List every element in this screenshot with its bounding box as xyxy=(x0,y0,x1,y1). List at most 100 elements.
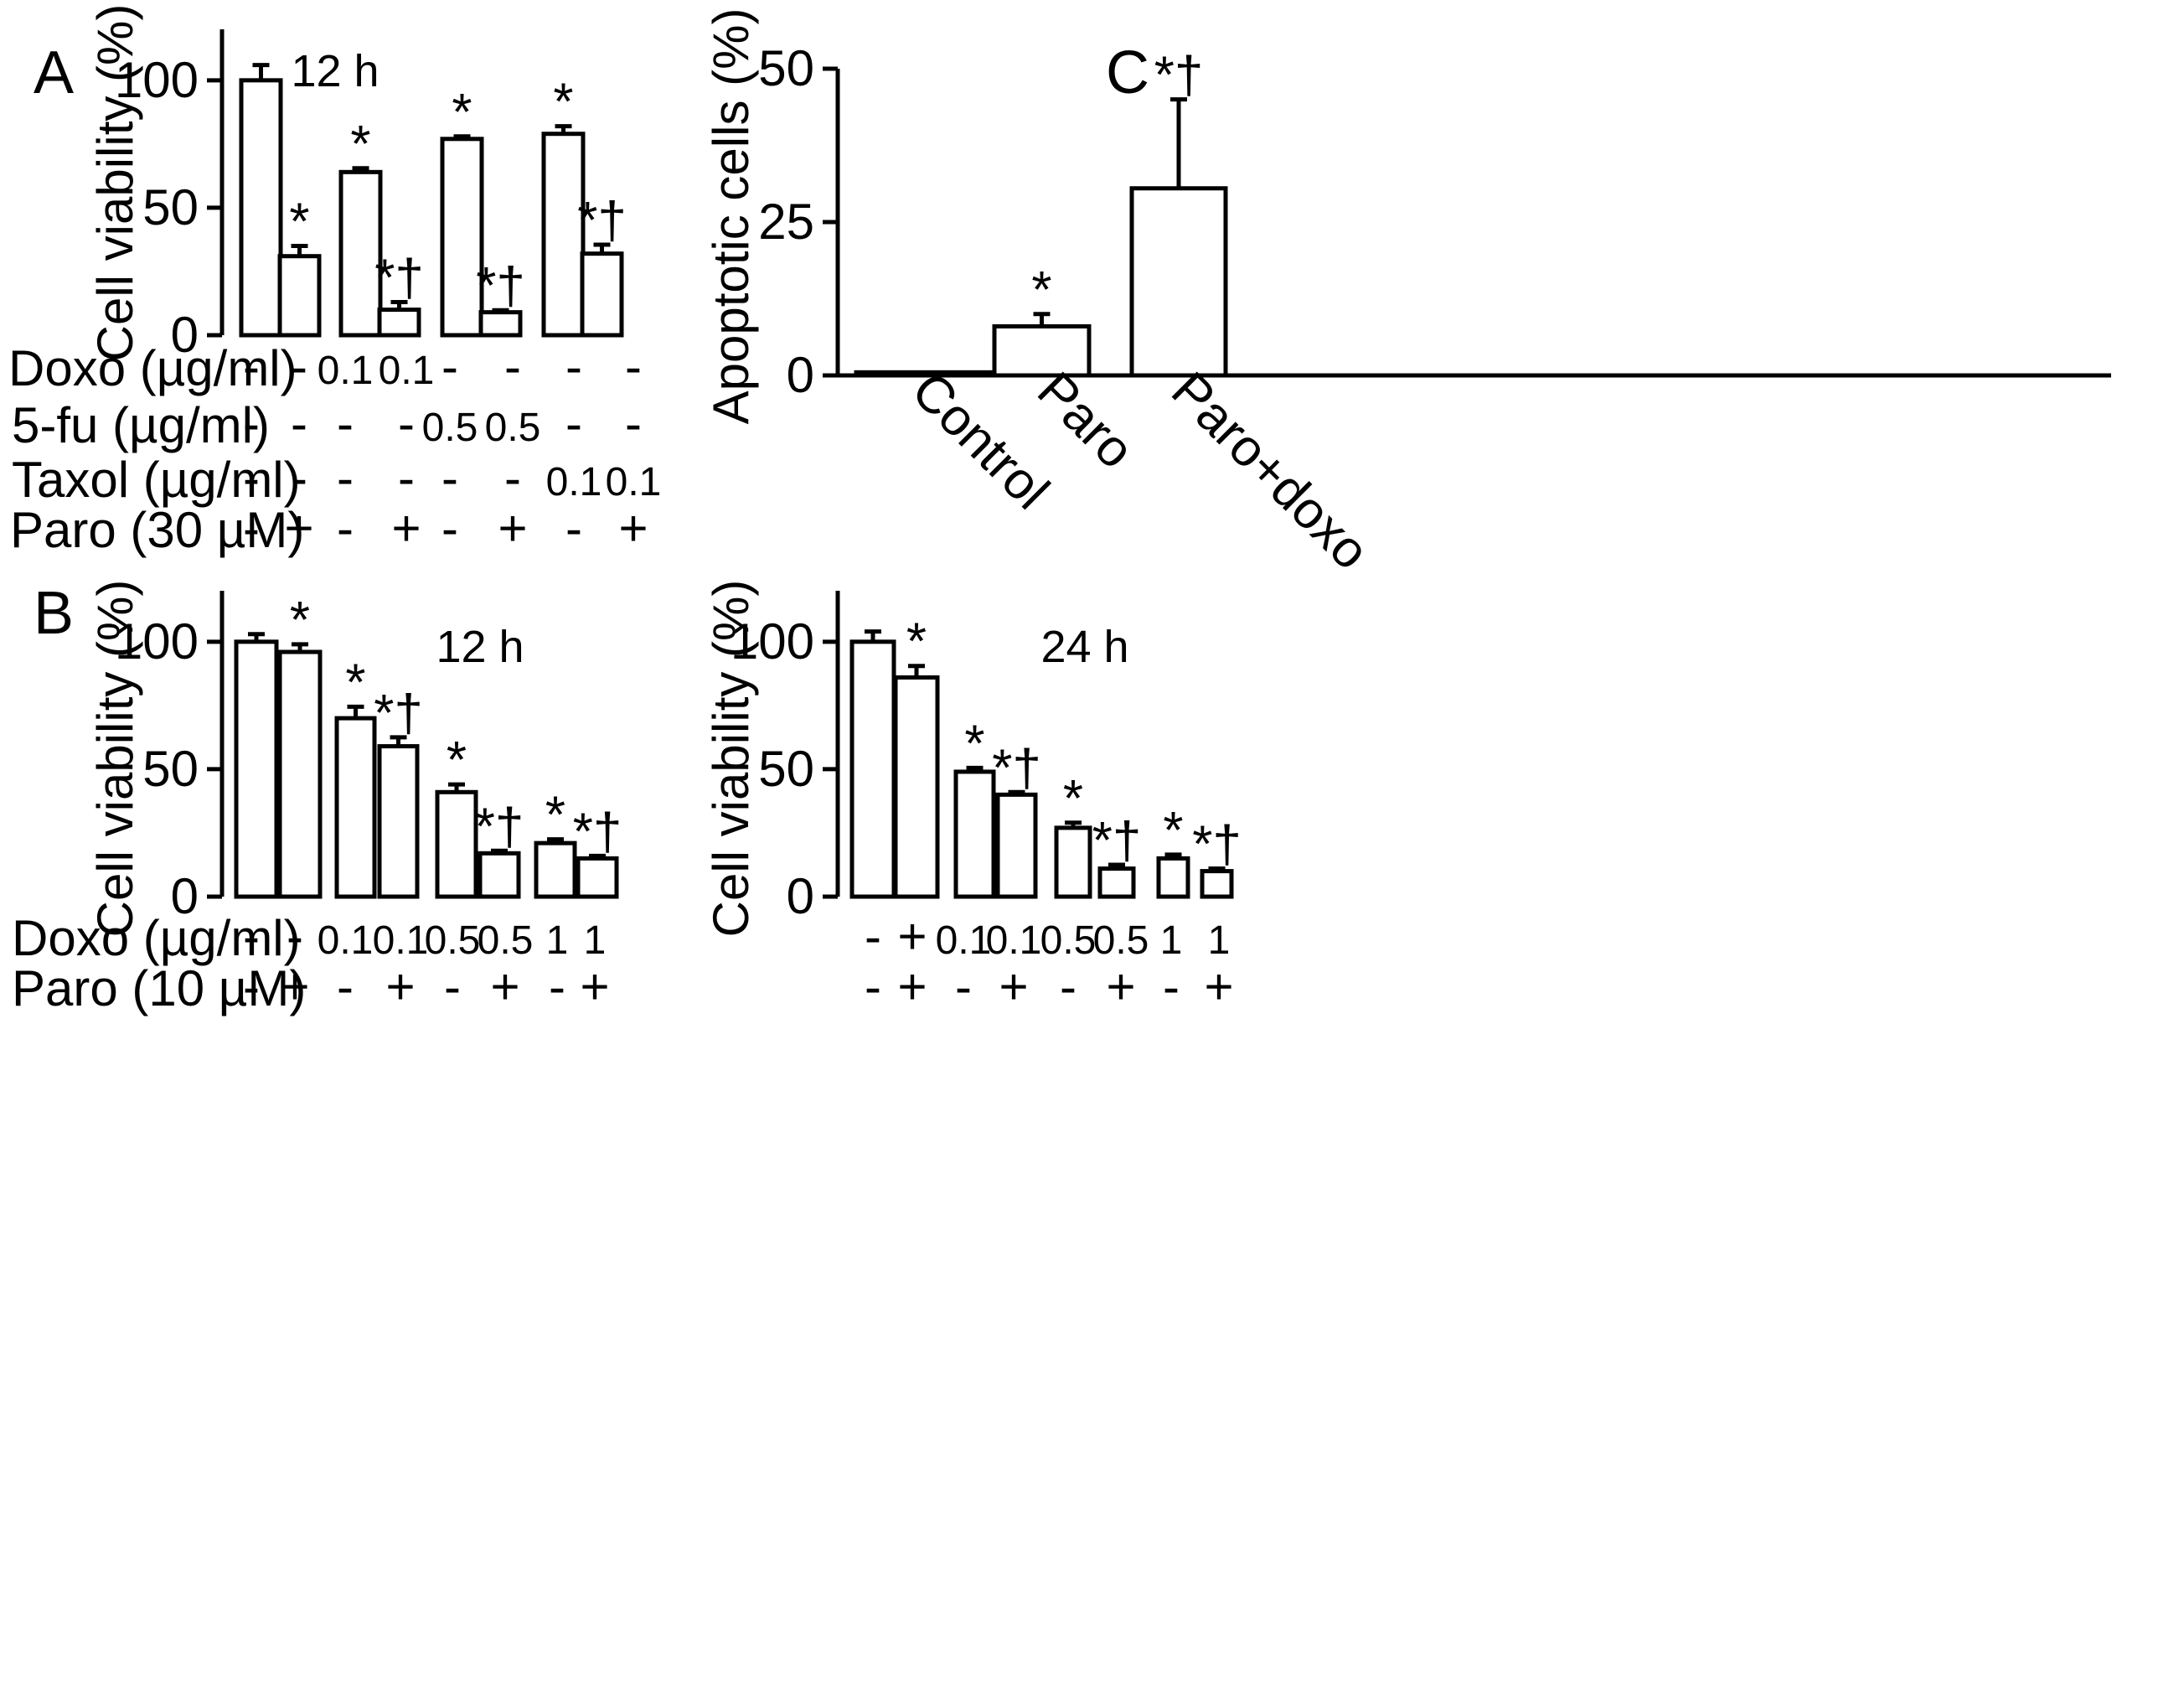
condition-value: - xyxy=(565,500,582,556)
condition-value: 0.1 xyxy=(318,918,374,963)
condition-value: - xyxy=(337,450,354,506)
condition-value: 0.5 xyxy=(485,406,541,450)
significance-marker: * xyxy=(447,732,467,789)
time-label: 24 h xyxy=(1040,622,1128,672)
condition-value: 1 xyxy=(584,918,607,963)
condition-value: - xyxy=(1163,959,1180,1015)
condition-value: - xyxy=(549,959,565,1015)
condition-row-label: Taxol (µg/ml) xyxy=(12,452,301,508)
y-tick-label: 50 xyxy=(142,741,199,797)
condition-value: 0.5 xyxy=(1093,918,1149,963)
bar xyxy=(277,254,322,338)
significance-marker: * xyxy=(906,613,927,671)
condition-value: - xyxy=(1060,959,1077,1015)
condition-value: - xyxy=(444,959,461,1015)
condition-value: - xyxy=(398,396,415,452)
panel-label: C xyxy=(1106,39,1149,106)
significance-marker: * xyxy=(1063,770,1083,828)
condition-value: - xyxy=(504,339,521,395)
significance-marker: *† xyxy=(476,257,525,315)
significance-marker: * xyxy=(290,592,310,649)
condition-value: 1 xyxy=(1160,918,1183,963)
significance-marker: *† xyxy=(1192,816,1242,874)
condition-value: 0.5 xyxy=(422,406,478,450)
condition-value: + xyxy=(284,500,313,556)
condition-value: - xyxy=(291,339,307,395)
condition-value: + xyxy=(280,959,309,1015)
condition-row-label: Paro (30 µM) xyxy=(10,502,304,558)
condition-value: + xyxy=(999,959,1028,1015)
condition-value: 0.1 xyxy=(546,460,602,504)
condition-value: - xyxy=(337,959,354,1015)
bar xyxy=(377,308,421,338)
y-tick-label: 0 xyxy=(171,307,199,363)
condition-value: - xyxy=(337,500,354,556)
y-tick-label: 0 xyxy=(787,868,814,924)
bar xyxy=(992,323,1092,378)
y-tick-label: 100 xyxy=(731,613,814,670)
condition-value: - xyxy=(565,339,582,395)
condition-value: - xyxy=(625,339,642,395)
condition-value: + xyxy=(897,908,927,965)
condition-value: - xyxy=(287,908,303,965)
bar xyxy=(334,716,377,899)
condition-value: + xyxy=(498,500,527,556)
condition-value: - xyxy=(243,339,260,395)
bar xyxy=(576,856,619,899)
condition-value: - xyxy=(955,959,972,1015)
condition-value: - xyxy=(291,396,307,452)
bar xyxy=(1156,856,1190,899)
significance-marker: *† xyxy=(577,192,627,250)
condition-value: - xyxy=(398,450,415,506)
condition-row-label: Doxo (µg/ml) xyxy=(12,910,301,966)
bar xyxy=(849,639,896,899)
bar xyxy=(239,78,283,338)
bar xyxy=(377,744,420,899)
significance-marker: * xyxy=(289,194,309,251)
y-tick-label: 25 xyxy=(758,194,814,250)
condition-value: + xyxy=(580,959,609,1015)
condition-row-label: 5-fu (µg/ml) xyxy=(12,397,270,453)
condition-value: - xyxy=(291,450,307,506)
condition-value: 0.5 xyxy=(478,918,534,963)
condition-value: + xyxy=(391,500,421,556)
significance-marker: * xyxy=(350,116,370,173)
bar xyxy=(893,675,940,899)
panel-label: B xyxy=(34,580,74,647)
condition-value: 0.1 xyxy=(606,460,662,504)
condition-value: + xyxy=(1106,959,1135,1015)
y-tick-label: 50 xyxy=(142,179,199,235)
condition-value: - xyxy=(243,450,260,506)
y-tick-label: 100 xyxy=(115,52,199,108)
condition-value: 1 xyxy=(546,918,569,963)
bar xyxy=(580,251,624,338)
condition-value: 1 xyxy=(1208,918,1231,963)
condition-value: + xyxy=(385,959,415,1015)
condition-value: + xyxy=(897,959,927,1015)
bar xyxy=(338,169,383,338)
bar xyxy=(277,649,323,899)
significance-marker: *† xyxy=(573,803,622,861)
bar xyxy=(478,851,521,899)
significance-marker: * xyxy=(553,74,573,132)
panel-label: A xyxy=(34,39,74,106)
significance-marker: *† xyxy=(374,249,424,307)
bar xyxy=(1129,186,1228,378)
condition-value: - xyxy=(441,450,458,506)
y-tick-label: 50 xyxy=(758,741,814,797)
condition-value: 0.1 xyxy=(936,918,992,963)
condition-value: - xyxy=(337,396,354,452)
significance-marker: * xyxy=(345,654,365,711)
x-category-label: Control xyxy=(901,361,1060,520)
bar xyxy=(1097,866,1136,899)
condition-value: 0.1 xyxy=(986,918,1042,963)
condition-row-label: Paro (10 µM) xyxy=(12,960,306,1016)
bar xyxy=(854,370,993,378)
y-axis-title: Apoptotic cells (%) xyxy=(703,8,759,425)
y-axis-title: Cell viability (%) xyxy=(703,580,759,938)
condition-value: + xyxy=(490,959,519,1015)
